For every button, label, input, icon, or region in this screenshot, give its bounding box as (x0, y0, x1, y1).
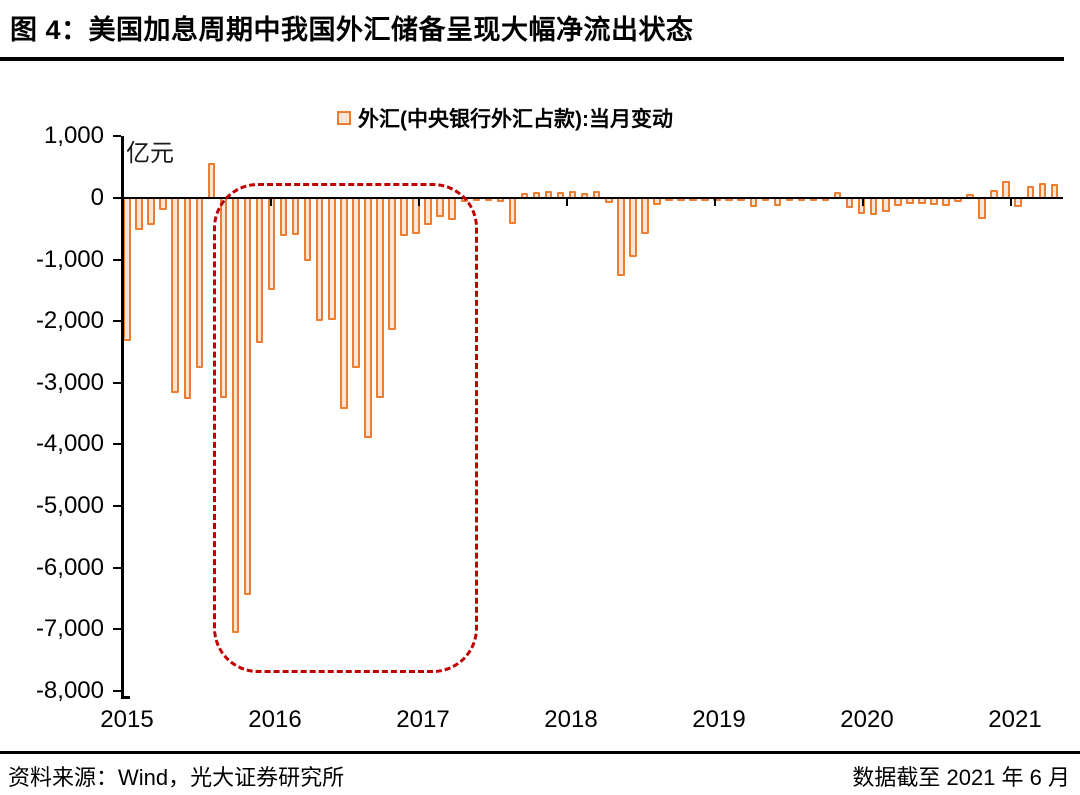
x-tick-2015 (122, 198, 124, 206)
chart-legend: 外汇(中央银行外汇占款):当月变动 (337, 103, 673, 133)
x-tick-2020 (862, 198, 864, 206)
y-tick-label--6000: -6,000 (35, 553, 104, 581)
y-tick--7000 (113, 628, 121, 631)
y-tick-0 (113, 197, 121, 199)
x-tick-2019 (714, 198, 716, 206)
zero-axis-line (121, 196, 1063, 200)
bar-2015-05 (171, 197, 179, 393)
y-axis (121, 136, 124, 698)
bar-2020-03 (869, 197, 878, 215)
bar-2015-08 (207, 163, 216, 199)
x-year-label-2021: 2021 (988, 706, 1042, 733)
y-tick--6000 (113, 566, 121, 569)
x-year-label-2015: 2015 (100, 706, 154, 733)
footer-divider (0, 751, 1080, 754)
x-year-label-2019: 2019 (692, 706, 746, 733)
data-cutoff-note: 数据截至 2021 年 6 月 (852, 765, 1070, 790)
bar-2018-07 (629, 197, 637, 257)
x-tick-2018 (566, 198, 568, 206)
bar-2015-02 (135, 197, 143, 230)
legend-swatch-icon (337, 111, 351, 125)
y-tick-label--5000: -5,000 (35, 492, 104, 519)
y-tick-label--1000: -1,000 (35, 245, 104, 273)
x-tick-2021 (1010, 198, 1012, 206)
rate-hike-highlight-box (213, 183, 479, 673)
bar-2015-01 (123, 197, 131, 341)
title-divider (0, 57, 1064, 61)
y-tick-label-1000: 1,000 (43, 122, 104, 150)
bar-2015-06 (183, 197, 191, 400)
y-axis-foot-tick (121, 696, 130, 699)
x-year-label-2020: 2020 (840, 706, 894, 733)
bar-2017-09 (508, 197, 517, 225)
y-tick-label--2000: -2,000 (35, 307, 104, 335)
x-year-label-2017: 2017 (396, 706, 450, 733)
figure-title: 图 4：美国加息周期中我国外汇储备呈现大幅净流出状态 (10, 15, 694, 45)
bar-2020-12 (978, 197, 986, 220)
bar-2018-06 (617, 197, 625, 276)
y-tick-label--7000: -7,000 (35, 615, 104, 643)
y-tick--4000 (113, 443, 121, 446)
source-note: 资料来源：Wind，光大证券研究所 (8, 765, 345, 790)
x-tick-2016 (270, 198, 272, 206)
y-tick-label--3000: -3,000 (35, 368, 104, 396)
x-year-label-2016: 2016 (248, 706, 302, 733)
bar-2018-08 (641, 197, 649, 235)
y-tick--8000 (113, 689, 121, 692)
y-tick--3000 (113, 381, 121, 384)
bar-2015-07 (195, 197, 203, 368)
y-axis-unit-label: 亿元 (126, 140, 174, 167)
y-tick--5000 (113, 505, 121, 507)
y-tick-1000 (113, 135, 121, 138)
y-tick-label--4000: -4,000 (35, 430, 104, 458)
x-tick-2017 (418, 198, 420, 206)
x-year-label-2018: 2018 (544, 706, 598, 733)
y-tick--2000 (113, 320, 121, 323)
bar-2015-03 (147, 197, 155, 225)
legend-label: 外汇(中央银行外汇占款):当月变动 (358, 108, 673, 131)
y-tick-label--8000: -8,000 (35, 676, 104, 704)
y-tick--1000 (113, 258, 121, 261)
y-tick-label-0: 0 (90, 184, 104, 211)
